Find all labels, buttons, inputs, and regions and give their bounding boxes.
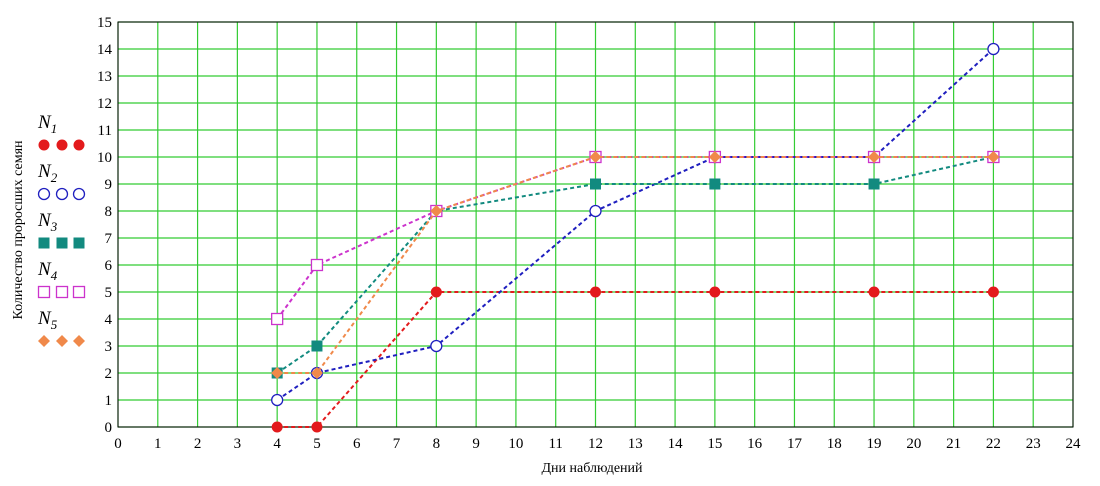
x-axis-label: Дни наблюдений [541, 461, 643, 476]
y-tick-label: 14 [97, 42, 113, 58]
legend-marker-N4 [55, 285, 69, 299]
x-tick-label: 16 [747, 436, 763, 452]
x-tick-label: 7 [393, 436, 401, 452]
y-tick-label: 12 [97, 96, 112, 112]
x-tick-label: 13 [628, 436, 643, 452]
data-point-N1 [709, 286, 721, 298]
y-tick-label: 9 [105, 177, 113, 193]
data-point-N4 [310, 258, 324, 272]
data-point-N5 [430, 205, 443, 217]
legend-marker-N1 [38, 139, 50, 151]
y-tick-label: 1 [105, 393, 113, 409]
legend-marker-N1 [73, 139, 85, 151]
x-tick-label: 2 [194, 436, 202, 452]
data-point-N1 [868, 286, 880, 298]
y-tick-label: 0 [105, 420, 113, 436]
x-tick-label: 4 [273, 436, 281, 452]
y-tick-label: 13 [97, 69, 112, 85]
legend-marker-N5 [38, 335, 50, 347]
data-point-N5 [271, 367, 284, 379]
legend-label-N4: N4 [37, 259, 58, 283]
x-tick-label: 9 [472, 436, 480, 452]
data-point-N1 [590, 286, 601, 298]
y-axis-label: Количество проросших семян [11, 140, 26, 320]
legend-marker-N3 [56, 237, 68, 249]
x-tick-label: 19 [867, 436, 882, 452]
x-tick-label: 12 [588, 436, 603, 452]
data-point-N1 [311, 421, 323, 433]
legend-marker-N4 [72, 285, 86, 299]
grid [117, 21, 1074, 428]
data-point-N5 [310, 367, 323, 379]
legend-label-N5: N5 [37, 308, 58, 332]
series-group [271, 42, 1000, 433]
y-tick-label: 10 [97, 150, 112, 166]
legend-marker-N3 [73, 237, 85, 249]
legend-label-N2: N2 [37, 161, 58, 185]
y-tick-label: 8 [105, 204, 113, 220]
legend-marker-N4 [37, 285, 51, 299]
x-tick-label: 0 [114, 436, 122, 452]
x-tick-label: 5 [313, 436, 321, 452]
data-point-N1 [430, 286, 442, 298]
x-tick-label: 17 [787, 436, 803, 452]
data-point-N2 [430, 339, 443, 353]
x-tick-label: 3 [234, 436, 242, 452]
legend: N1 N2 N3 N4 N5 [37, 112, 86, 347]
legend-marker-N2 [55, 187, 69, 201]
y-tick-label: 3 [105, 339, 113, 355]
data-point-N5 [987, 151, 1000, 163]
x-tick-label: 20 [906, 436, 921, 452]
data-point-N1 [271, 421, 283, 433]
data-point-N2 [589, 204, 602, 218]
data-point-N5 [589, 151, 602, 163]
x-tick-label: 18 [827, 436, 842, 452]
x-tick-label: 14 [668, 436, 684, 452]
legend-marker-N2 [37, 187, 51, 201]
series-N5 [271, 151, 1000, 379]
series-N1 [271, 286, 999, 433]
data-point-N3 [709, 178, 721, 190]
y-tick-label: 11 [98, 123, 112, 139]
data-point-N4 [271, 312, 284, 326]
y-tick-label: 6 [105, 258, 113, 274]
legend-marker-N1 [56, 139, 68, 151]
data-point-N5 [708, 151, 721, 163]
data-point-N3 [311, 340, 323, 352]
x-tick-label: 23 [1026, 436, 1041, 452]
legend-marker-N5 [73, 335, 85, 347]
x-tick-label: 15 [707, 436, 722, 452]
y-tick-label: 5 [105, 285, 113, 301]
x-tick-label: 21 [946, 436, 961, 452]
data-point-N1 [987, 286, 999, 298]
legend-label-N3: N3 [37, 210, 58, 234]
legend-marker-N3 [38, 237, 50, 249]
legend-marker-N2 [72, 187, 86, 201]
x-tick-label: 8 [433, 436, 441, 452]
data-point-N2 [271, 393, 284, 407]
y-tick-label: 15 [97, 15, 112, 31]
data-point-N3 [590, 178, 601, 190]
y-tick-label: 7 [105, 231, 113, 247]
legend-marker-N5 [56, 335, 68, 347]
data-point-N2 [987, 42, 1000, 56]
y-tick-label: 4 [105, 312, 113, 328]
data-point-N5 [868, 151, 881, 163]
x-tick-label: 22 [986, 436, 1001, 452]
x-tick-label: 6 [353, 436, 361, 452]
legend-label-N1: N1 [37, 112, 57, 136]
x-tick-label: 11 [548, 436, 562, 452]
y-tick-label: 2 [105, 366, 113, 382]
data-point-N3 [868, 178, 880, 190]
x-axis-ticks: 0 1 2 3 4 5 6 7 8 9 10 11 12 13 14 15 16 17 18 19 20 21 22 23 24 [114, 436, 1081, 452]
x-tick-label: 10 [508, 436, 523, 452]
x-tick-label: 1 [154, 436, 162, 452]
plot-border [117, 21, 1074, 428]
x-tick-label: 24 [1066, 436, 1082, 452]
